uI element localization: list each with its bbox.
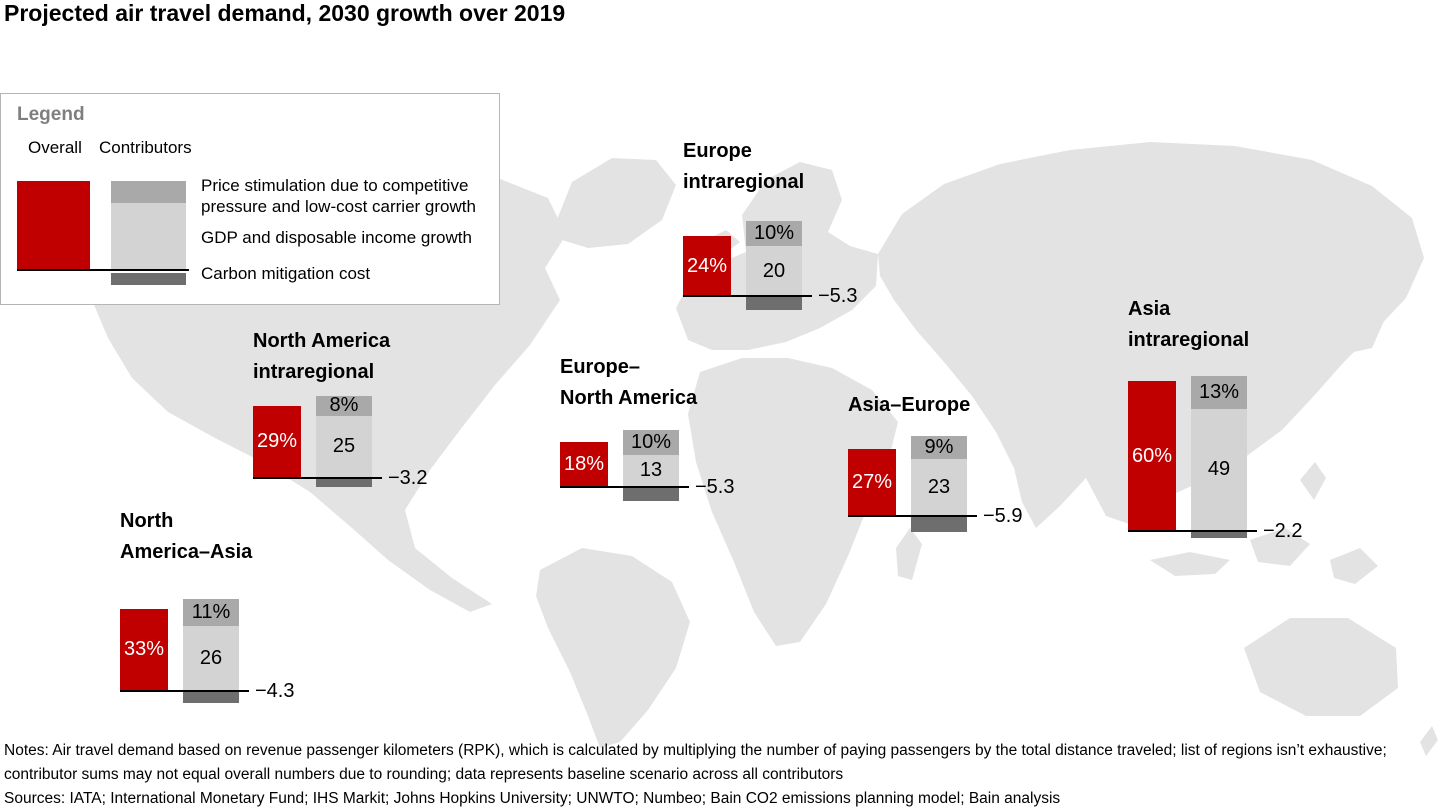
overall-bar: 60%: [1128, 381, 1176, 531]
region-title-line: North America: [253, 330, 391, 352]
carbon-bar: [183, 692, 239, 703]
island-madagascar: [896, 528, 922, 580]
carbon-value: −5.9: [983, 505, 1023, 527]
region-title: North America intraregional: [253, 326, 390, 388]
gdp-segment: 49: [1191, 408, 1247, 531]
carbon-bar: [746, 297, 802, 311]
overall-value: 24%: [686, 254, 728, 277]
price-segment: 10%: [623, 429, 679, 455]
region-title-line: North: [120, 510, 174, 532]
gdp-segment: 23: [911, 458, 967, 516]
continent-asia: [878, 142, 1424, 528]
region-title-line: intraregional: [1128, 329, 1250, 351]
region-title-line: Europe–: [560, 356, 641, 378]
island-new-zealand: [1420, 726, 1438, 756]
gdp-segment: 13: [623, 454, 679, 487]
price-segment: 9%: [911, 436, 967, 459]
contributor-bar: 10% 13: [623, 429, 679, 487]
carbon-bar: [1191, 532, 1247, 538]
region-title: Europe– North America: [560, 352, 697, 414]
overall-value: 60%: [1131, 444, 1173, 467]
contributor-bar: 11% 26: [183, 598, 239, 691]
legend-baseline: [17, 269, 189, 271]
baseline: [560, 486, 689, 488]
baseline: [1128, 530, 1257, 532]
continent-australia: [1244, 618, 1398, 716]
region-title-line: intraregional: [253, 361, 375, 383]
carbon-value: −5.3: [695, 476, 735, 498]
overall-value: 33%: [123, 638, 165, 661]
overall-bar: 24%: [683, 236, 731, 296]
region-title: North America–Asia: [120, 506, 252, 568]
island-japan: [1352, 300, 1388, 352]
baseline: [120, 690, 249, 692]
carbon-bar: [623, 488, 679, 502]
overall-bar: 33%: [120, 608, 168, 691]
sources-text: Sources: IATA; International Monetary Fu…: [4, 790, 1061, 807]
carbon-value: −5.3: [818, 285, 858, 307]
overall-bar: 18%: [560, 442, 608, 487]
contributor-bar: 8% 25: [316, 394, 372, 478]
region-title: Asia intraregional: [1128, 294, 1249, 356]
region-title: Europe intraregional: [683, 136, 804, 198]
region-title-line: intraregional: [683, 171, 805, 193]
legend-contributors-label: Contributors: [99, 138, 192, 157]
legend-item-gdp: GDP and disposable income growth: [201, 228, 472, 247]
gdp-segment: 26: [183, 626, 239, 691]
baseline: [848, 515, 977, 517]
continent-africa: [688, 358, 898, 646]
carbon-value: −2.2: [1263, 520, 1303, 542]
carbon-bar: [316, 479, 372, 487]
notes-text: Notes: Air travel demand based on revenu…: [4, 742, 1387, 783]
overall-value: 27%: [851, 470, 893, 493]
gdp-segment: 25: [316, 415, 372, 478]
region-title: Asia–Europe: [848, 390, 970, 421]
legend-carbon-swatch: [111, 273, 186, 285]
baseline: [683, 295, 812, 297]
region-title-line: North America: [560, 387, 698, 409]
baseline: [253, 477, 382, 479]
legend-overall-label: Overall: [28, 138, 82, 157]
legend-title: Legend: [17, 104, 85, 125]
overall-value: 29%: [256, 430, 298, 453]
continent-south-america: [536, 548, 690, 748]
overall-bar: 29%: [253, 405, 301, 478]
contributor-bar: 9% 23: [911, 436, 967, 516]
legend-gdp-swatch: [111, 203, 186, 269]
island-borneo: [1250, 528, 1310, 566]
price-segment: 11%: [183, 598, 239, 626]
island-new-guinea: [1330, 548, 1378, 584]
island-sumatra-java: [1150, 552, 1230, 576]
region-title-line: Asia–Europe: [848, 394, 971, 416]
region-title-line: America–Asia: [120, 541, 253, 563]
contributor-bar: 10% 20: [746, 221, 802, 296]
region-title-line: Europe: [683, 140, 752, 162]
region-title-line: Asia: [1128, 298, 1171, 320]
island-philippines: [1300, 462, 1326, 500]
footnotes: Notes: Air travel demand based on revenu…: [4, 739, 1438, 811]
price-segment: 10%: [746, 221, 802, 246]
legend-overall-swatch: [17, 181, 90, 269]
price-segment: 8%: [316, 394, 372, 416]
legend-item-carbon: Carbon mitigation cost: [201, 264, 371, 283]
price-segment: 13%: [1191, 376, 1247, 409]
overall-value: 18%: [563, 453, 605, 475]
legend: Legend Overall Contributors Price stimul…: [0, 93, 500, 305]
gdp-segment: 20: [746, 246, 802, 296]
legend-price-swatch: [111, 181, 186, 203]
carbon-value: −4.3: [255, 680, 295, 702]
island-greenland: [556, 158, 676, 248]
overall-bar: 27%: [848, 448, 896, 516]
contributor-bar: 13% 49: [1191, 376, 1247, 531]
legend-contributor-swatch: [111, 181, 186, 269]
carbon-bar: [911, 517, 967, 532]
page-title: Projected air travel demand, 2030 growth…: [4, 0, 566, 26]
carbon-value: −3.2: [388, 467, 428, 489]
legend-item-price: Price stimulation due to competitive pre…: [201, 176, 476, 216]
